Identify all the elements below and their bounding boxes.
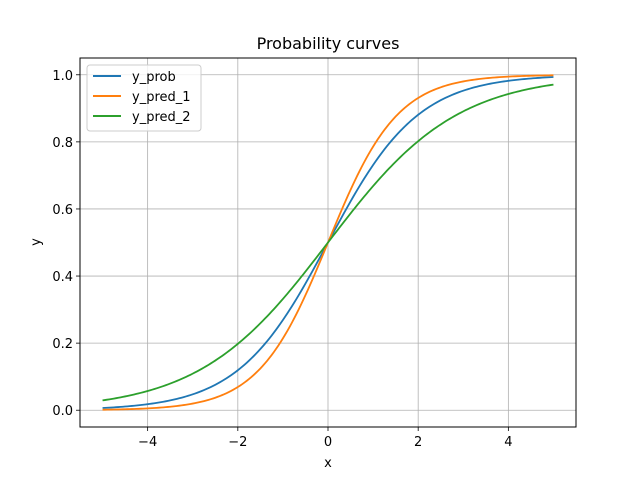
y-axis-ticks: 0.0 0.2 0.4 0.6 0.8 1.0 xyxy=(52,69,80,419)
x-tick-label: −4 xyxy=(138,435,157,450)
legend-label: y_pred_2 xyxy=(132,110,191,125)
x-axis-label: x xyxy=(324,456,332,471)
y-tick-label: 0.0 xyxy=(52,404,73,419)
y-axis-label: y xyxy=(29,238,44,246)
legend-box xyxy=(86,64,202,132)
series-line-y-pred-2 xyxy=(102,83,554,402)
x-tick-label: 4 xyxy=(504,435,512,450)
x-tick-label: −2 xyxy=(228,435,247,450)
legend-label: y_pred_1 xyxy=(132,90,191,105)
y-tick-label: 0.2 xyxy=(52,337,73,352)
chart-title: Probability curves xyxy=(257,34,400,53)
y-tick-label: 0.6 xyxy=(52,203,73,218)
legend-label: y_prob xyxy=(132,70,176,85)
y-tick-label: 0.4 xyxy=(52,270,73,285)
y-tick-label: 0.8 xyxy=(52,136,73,151)
x-axis-ticks: −4 −2 0 2 4 xyxy=(138,427,513,450)
x-tick-label: 0 xyxy=(324,435,332,450)
x-tick-label: 2 xyxy=(414,435,422,450)
plot-lines xyxy=(102,74,554,411)
legend: y_prob y_pred_1 y_pred_2 xyxy=(86,64,202,132)
y-tick-label: 1.0 xyxy=(52,69,73,84)
